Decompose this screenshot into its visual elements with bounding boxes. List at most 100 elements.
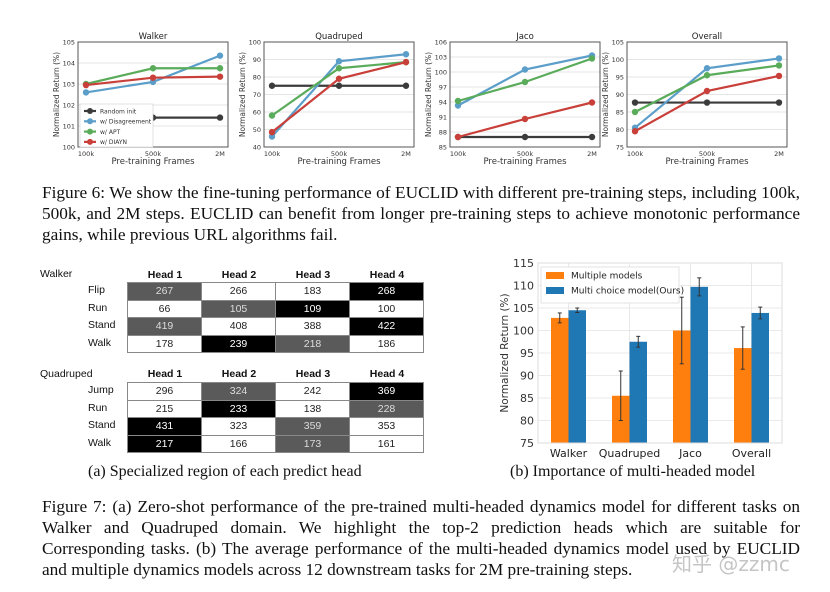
x-tick-label: 100k: [78, 150, 94, 158]
legend-swatch: [546, 272, 564, 279]
legend-label: w/ APT: [100, 129, 121, 136]
task-label: Walk: [88, 436, 111, 449]
y-tick-label: 95: [520, 347, 534, 360]
task-label: Run: [88, 301, 108, 314]
score-cell: 359: [275, 417, 350, 436]
score-cell: 242: [275, 382, 350, 401]
chart-title: Overall: [692, 32, 722, 42]
data-point: [335, 65, 343, 72]
legend-marker: [87, 108, 93, 114]
legend-label: w/ DIAYN: [100, 139, 127, 146]
data-point: [335, 82, 343, 89]
data-point: [521, 115, 529, 123]
data-point: [268, 82, 276, 89]
score-cell: 233: [201, 399, 276, 418]
y-tick-label: 75: [616, 144, 624, 152]
score-cell: 161: [349, 434, 424, 453]
data-point: [216, 52, 224, 59]
y-axis-label: Normalized Return (%): [424, 52, 433, 137]
figure6-caption: Figure 6: We show the fine-tuning perfor…: [42, 183, 800, 244]
legend: Multiple models Multi choice model(Ours): [540, 266, 684, 304]
data-point: [268, 112, 276, 119]
score-cell: 218: [275, 334, 350, 353]
data-point: [703, 65, 711, 72]
data-point: [149, 65, 157, 72]
data-point: [402, 58, 410, 66]
table-row: 296 324 242 369: [127, 382, 424, 401]
y-tick-label: 106: [435, 39, 447, 47]
table-row: 66 105 109 100: [127, 299, 424, 318]
y-tick-label: 104: [63, 60, 75, 68]
data-point: [588, 55, 596, 62]
y-tick-label: 100: [435, 69, 447, 77]
x-tick-label: 2M: [774, 150, 784, 158]
table-row: 431 323 359 353: [127, 417, 424, 436]
y-axis-label: Normalized Return (%): [238, 52, 247, 137]
data-point: [216, 114, 224, 121]
task-label: Walk: [88, 336, 111, 349]
data-point: [775, 55, 783, 62]
data-point: [335, 58, 343, 65]
score-cell: 138: [275, 399, 350, 418]
legend-label: Random init: [100, 108, 137, 115]
line-chart-quadruped: 40 50 60 70 80 90 100 100k 500k 2M Quadruped Pre-tr…: [238, 32, 415, 167]
score-cell: 217: [127, 434, 202, 453]
y-tick-label: 85: [439, 144, 447, 152]
data-point: [588, 99, 596, 106]
head-column-header: Head 2: [221, 368, 257, 380]
figure7-caption: Figure 7: (a) Zero-shot performance of t…: [42, 497, 800, 579]
x-tick-label: 500k: [517, 150, 533, 158]
data-point: [268, 128, 276, 136]
score-cell: 266: [201, 282, 276, 301]
score-table: 267 266 183 268 66 105 109 100 419 408 388 422 178 23…: [127, 282, 424, 353]
legend-marker: [87, 118, 93, 125]
bar: [734, 348, 752, 443]
data-point: [775, 72, 783, 80]
task-label: Jump: [88, 384, 114, 396]
data-point: [268, 133, 276, 140]
y-tick-label: 75: [520, 437, 534, 450]
bar: [690, 286, 708, 443]
data-point: [631, 99, 639, 106]
bar: [568, 310, 586, 443]
y-tick-label: 90: [616, 91, 624, 99]
bar: [751, 312, 769, 443]
score-cell: 422: [349, 317, 424, 336]
y-tick-label: 97: [439, 84, 447, 92]
score-cell: 109: [275, 299, 350, 318]
bar: [629, 341, 647, 443]
data-point: [521, 66, 529, 73]
data-point: [82, 89, 90, 96]
y-tick-label: 103: [435, 54, 447, 62]
x-tick-label: 2M: [215, 150, 225, 158]
legend-label: Multi choice model(Ours): [571, 287, 684, 297]
score-cell: 268: [349, 282, 424, 301]
data-point: [775, 99, 783, 106]
x-tick-label: 500k: [331, 150, 347, 158]
data-point: [521, 78, 529, 86]
score-cell: 323: [201, 417, 276, 436]
x-tick-label: 500k: [699, 150, 715, 158]
y-tick-label: 80: [253, 74, 261, 82]
x-axis-label: Pre-training Frames: [483, 157, 567, 167]
table-row: 267 266 183 268: [127, 282, 424, 301]
y-tick-label: 102: [63, 102, 75, 110]
score-cell: 100: [349, 299, 424, 318]
score-cell: 215: [127, 399, 202, 418]
table-row: 419 408 388 422: [127, 317, 424, 336]
score-cell: 183: [275, 282, 350, 301]
y-tick-label: 60: [253, 109, 261, 117]
y-tick-label: 110: [513, 280, 534, 293]
line-chart-overall: 75 80 85 90 95 100 105 100k 500k 2M Overall Pre-tra…: [601, 32, 788, 167]
data-point: [631, 128, 639, 135]
x-tick-label: 500k: [145, 150, 161, 158]
data-point: [775, 62, 783, 69]
domain-label: Walker: [40, 268, 73, 280]
table-row: 178 239 218 186: [127, 334, 424, 353]
y-tick-label: 100: [63, 144, 75, 152]
y-axis-label: Normalized Return (%): [601, 52, 610, 137]
legend-marker: [87, 138, 93, 145]
table-row: 215 233 138 228: [127, 399, 424, 418]
plot-frame: [263, 41, 415, 148]
figure6-line-charts: 100 101 102 103 104 105 100k 500k 2M Walker Pre-tr…: [52, 32, 788, 167]
